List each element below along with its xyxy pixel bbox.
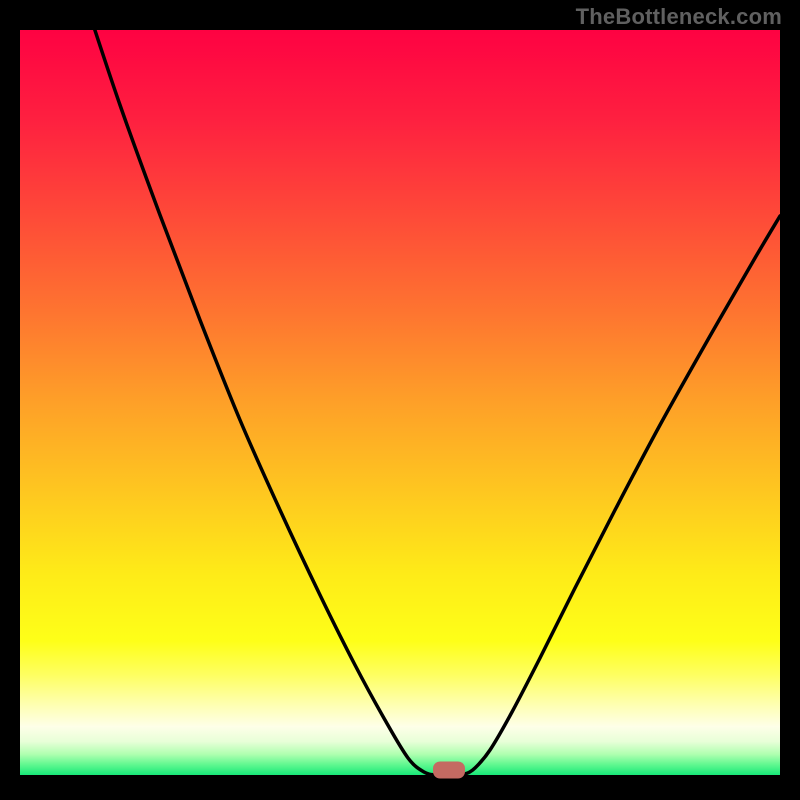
- chart-container: TheBottleneck.com: [0, 0, 800, 800]
- watermark-text: TheBottleneck.com: [576, 4, 782, 30]
- min-marker: [433, 762, 465, 779]
- bottleneck-chart: [0, 0, 800, 800]
